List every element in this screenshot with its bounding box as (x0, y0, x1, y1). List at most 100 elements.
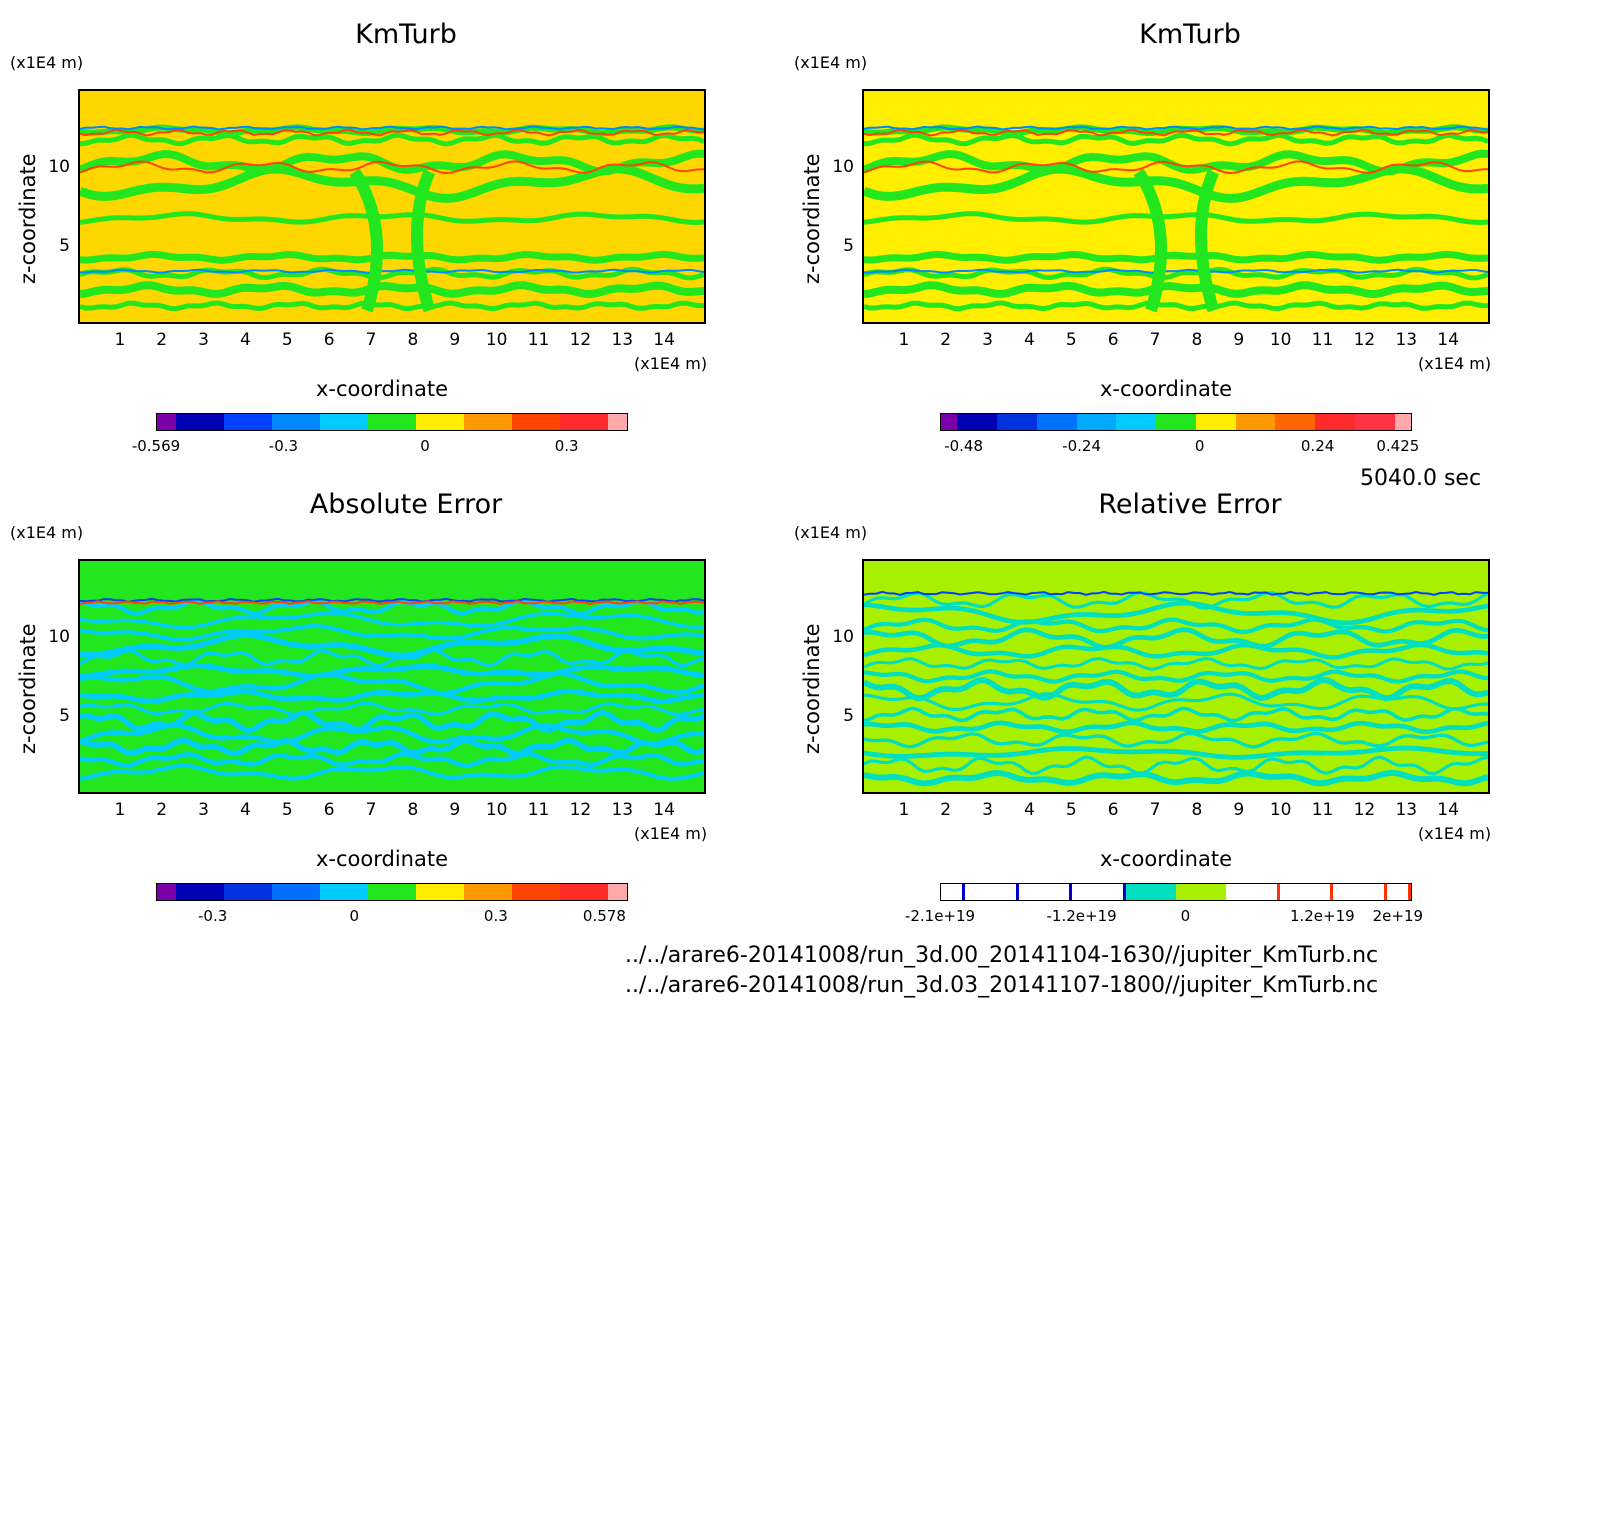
y-tick-label: 5 (843, 235, 854, 256)
x-tick-label: 5 (1065, 800, 1077, 820)
colorbar-tick-label: -0.3 (268, 437, 299, 455)
colorbar-segment (320, 414, 369, 430)
x-tick-label: 9 (449, 330, 461, 350)
colorbar-tick-label: 2e+19 (1372, 907, 1424, 925)
colorbar-segment (1235, 414, 1276, 430)
contour-column (1133, 168, 1220, 313)
colorbar-segment (1036, 414, 1077, 430)
colorbar-tick-label: 0.3 (554, 437, 579, 455)
contour-band (80, 211, 704, 225)
x-tick-label: 1 (898, 800, 910, 820)
x-axis-label: x-coordinate (1100, 847, 1233, 871)
x-tick-label: 5 (281, 800, 293, 820)
colorbar-segment (368, 884, 416, 900)
x-tick-label: 3 (198, 800, 210, 820)
colorbar-segment (957, 414, 998, 430)
contour-band (80, 268, 704, 274)
colorbar-tick-label: 0.578 (582, 907, 626, 925)
x-tick-label: 2 (940, 800, 952, 820)
x-tick-label: 10 (485, 800, 508, 820)
x-tick-label: 7 (365, 800, 377, 820)
colorbar-segment (1116, 414, 1157, 430)
heatmap-field (864, 91, 1488, 322)
y-unit-label: (x1E4 m) (794, 523, 868, 542)
colorbar-segment (415, 414, 464, 430)
heatmap-plot (78, 559, 706, 794)
contour-band (80, 266, 704, 281)
contour-band (864, 755, 1488, 776)
heatmap-field (864, 561, 1488, 792)
x-tick-label: 1 (114, 330, 126, 350)
heatmap-plot (862, 89, 1490, 324)
field-background (80, 561, 704, 792)
contour-band (864, 590, 1488, 610)
colorbar-segment (1315, 414, 1355, 430)
y-tick-label: 10 (832, 157, 854, 178)
contour-band (80, 751, 704, 768)
x-axis-label: x-coordinate (316, 847, 449, 871)
colorbar-segment (157, 884, 177, 900)
contour-band (80, 125, 704, 131)
x-tick-label: 7 (1149, 800, 1161, 820)
x-tick-label: 11 (1311, 330, 1334, 350)
contour-band (80, 624, 704, 642)
colorbar-segment (272, 884, 321, 900)
chart-title: Absolute Error (309, 489, 503, 520)
contour-band (864, 706, 1488, 723)
chart-title: KmTurb (355, 19, 457, 50)
contour-band (80, 160, 704, 175)
colorbar-tick-label: -0.569 (131, 437, 181, 455)
y-tick-label: 10 (48, 157, 70, 178)
chart-title: Relative Error (1098, 489, 1282, 520)
colorbar-segment (1195, 414, 1236, 430)
colorbar-segment (320, 884, 369, 900)
contour-band (864, 300, 1488, 312)
contour-band (864, 160, 1488, 175)
x-tick-label: 3 (982, 330, 994, 350)
x-tick-label: 4 (1024, 800, 1035, 820)
colorbar-segment (272, 414, 321, 430)
y-tick-label: 10 (832, 627, 854, 648)
colorbar-tick-label: 0.425 (1376, 437, 1420, 455)
x-tick-label: 7 (365, 330, 377, 350)
contour-band (80, 737, 704, 757)
colorbar-segment (941, 414, 958, 430)
x-axis-label: x-coordinate (1100, 377, 1233, 401)
colorbar-segment (176, 414, 225, 430)
contour-band (864, 125, 1488, 131)
y-unit-label: (x1E4 m) (794, 53, 868, 72)
x-tick-label: 13 (1395, 330, 1418, 350)
colorbar-segment (463, 884, 512, 900)
colorbar-segment (1333, 884, 1387, 900)
contour-band (80, 723, 704, 746)
chart-panel-2: KmTurb (x1E4 m) z-coordinate 1 2 3 4 5 6 7 8 9 10 11 1… (784, 0, 1604, 1054)
colorbar-tick-label: 0 (349, 907, 360, 925)
contour-band (80, 600, 704, 606)
contour-band (80, 648, 704, 668)
contour-band (864, 669, 1488, 684)
colorbar-segment (1394, 414, 1412, 430)
colorbar-segment (607, 414, 628, 430)
contour-band (864, 266, 1488, 281)
colorbar-segment (1125, 884, 1176, 900)
contour-band (80, 671, 704, 696)
x-tick-label: 10 (485, 330, 508, 350)
colorbar-segment (1226, 884, 1280, 900)
x-tick-label: 2 (156, 330, 168, 350)
x-tick-label: 10 (1269, 800, 1292, 820)
contour-band (80, 128, 704, 137)
x-tick-label: 3 (198, 330, 210, 350)
field-background (864, 561, 1488, 792)
x-tick-label: 11 (527, 800, 550, 820)
chart-panel-1: KmTurb (x1E4 m) z-coordinate 1 2 3 4 5 6 7 8 9 10 11 1… (10, 19, 707, 455)
heatmap-field (80, 561, 704, 792)
contour-band (80, 132, 704, 147)
x-tick-label: 2 (940, 330, 952, 350)
contour-band (80, 701, 704, 717)
contour-band (864, 600, 1488, 626)
colorbar-segment (559, 414, 608, 430)
contour-band (80, 149, 704, 176)
x-tick-label: 5 (281, 330, 293, 350)
contour-band (80, 250, 704, 264)
x-unit-label: (x1E4 m) (634, 824, 708, 843)
